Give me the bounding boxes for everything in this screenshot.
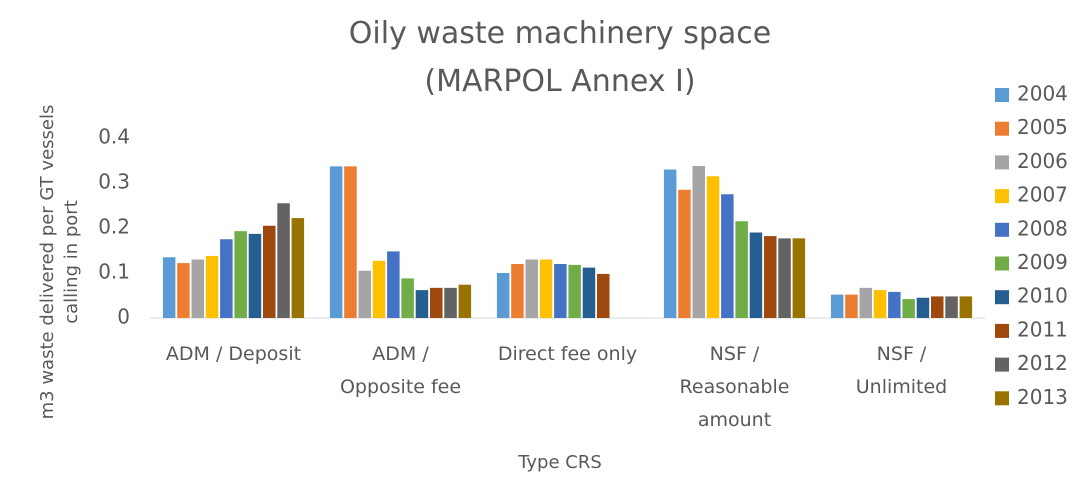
legend-label: 2010 [1017,284,1068,308]
bar [444,287,457,318]
legend-swatch [995,155,1009,170]
legend-label: 2007 [1017,183,1068,207]
x-tick-label: Direct fee only [497,343,638,365]
legend-swatch [995,323,1009,338]
legend-label: 2012 [1017,351,1068,375]
bar [511,264,524,318]
bar [205,255,219,318]
legend-swatch [995,121,1009,136]
bar [234,231,247,318]
bar [162,257,176,318]
bar [582,267,596,318]
legend-swatch [995,391,1009,406]
bar [873,290,887,318]
bar [291,218,305,318]
bar [458,284,472,318]
bar [401,278,414,318]
bar [721,194,734,318]
bar [539,259,553,318]
bar [888,291,901,318]
bar [735,221,748,318]
bar [845,294,858,318]
bar [916,297,930,318]
bar [358,270,371,318]
bar [764,236,777,318]
legend-swatch [995,357,1009,372]
legend-label: 2011 [1017,317,1068,341]
x-tick-label: NSF / Reasonable amount [679,343,790,431]
bar [387,251,400,318]
bar [329,166,343,318]
bar [496,273,510,318]
legend-label: 2009 [1017,250,1068,274]
bar [525,259,538,318]
bar [263,225,276,318]
legend-label: 2008 [1017,216,1068,240]
y-tick-label: 0.3 [98,170,130,194]
bar [248,233,262,318]
legend-swatch [995,88,1009,102]
bar [415,290,429,318]
bar [344,166,357,318]
x-tick-label: ADM / Deposit [165,343,302,365]
legend-label: 2005 [1017,115,1068,139]
legend-swatch [995,256,1009,271]
y-tick-label: 0.4 [98,125,130,149]
legend-label: 2013 [1017,385,1068,409]
bar [430,287,443,318]
legend-swatch [995,222,1009,237]
bar [554,264,567,318]
x-tick-label: NSF / Unlimited [855,343,948,398]
bar [678,189,691,318]
legend-swatch [995,189,1009,204]
x-tick-label: ADM / Opposite fee [339,343,462,398]
bar [959,296,973,318]
bar [568,264,581,318]
bar [597,273,610,318]
bar [792,238,806,318]
bar [945,296,958,318]
bar [372,260,386,318]
x-axis-label: Type CRS [518,452,602,473]
chart-title: Oily waste machinery space (MARPOL Annex… [348,16,772,99]
legend-label: 2006 [1017,149,1068,173]
y-tick-label: 0.1 [98,260,130,284]
bar [692,165,705,318]
bar [749,232,763,318]
y-axis-label: m3 waste delivered per GT vessels callin… [37,104,82,420]
bar [277,203,290,318]
bar [859,287,872,318]
bar [177,263,190,318]
legend-swatch [995,290,1009,305]
bar [830,294,844,318]
legend-label: 2004 [1017,82,1068,106]
bar [778,238,791,318]
bar [663,169,677,318]
bar [220,239,233,318]
y-tick-label: 0.2 [98,215,130,239]
bar [191,259,204,318]
bar [706,176,720,318]
y-tick-label: 0 [117,305,130,329]
bar [931,296,944,318]
bar [902,299,915,318]
